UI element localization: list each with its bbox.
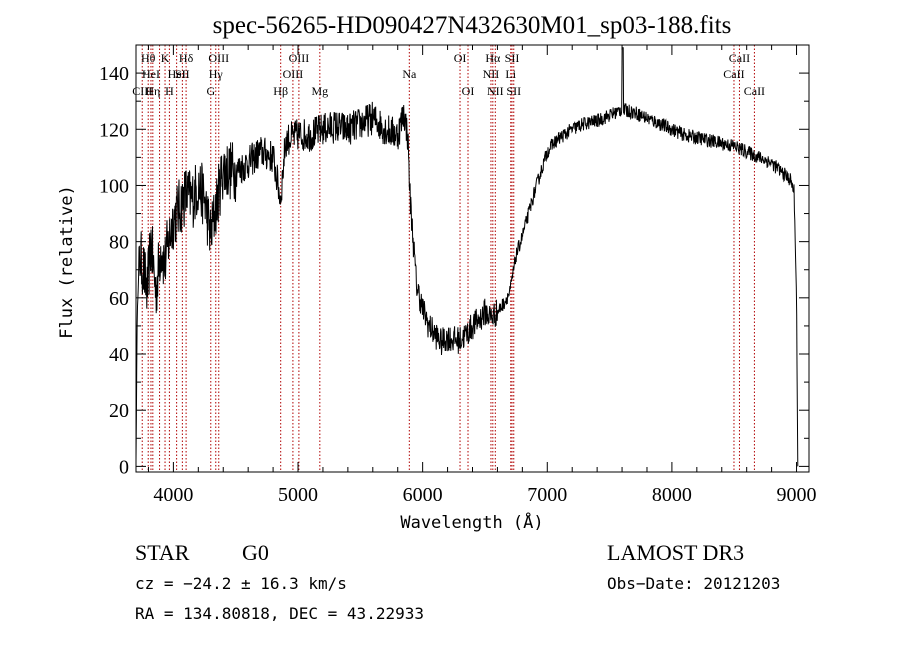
spectral-line-labels: CIIIHθHeIHηKHHeISIIHδGHγOIIIHβOIIIOIIIMg… — [132, 51, 765, 98]
x-tick-label: 8000 — [652, 484, 692, 506]
line-label: OI — [462, 84, 475, 98]
line-label: SII — [175, 67, 190, 81]
spectral-subclass: G0 — [242, 540, 269, 565]
y-tick-label: 100 — [99, 175, 129, 197]
line-label: CaII — [723, 67, 744, 81]
x-tick-label: 7000 — [527, 484, 567, 506]
line-label: H — [165, 84, 174, 98]
line-label: HeI — [142, 67, 160, 81]
line-label: Hθ — [141, 51, 156, 65]
line-label: OIII — [283, 67, 304, 81]
line-label: Na — [402, 67, 417, 81]
line-label: K — [161, 51, 170, 65]
line-label: Hβ — [273, 84, 288, 98]
line-label: NII — [487, 84, 504, 98]
y-tick-label: 0 — [119, 456, 129, 478]
line-label: OIII — [208, 51, 229, 65]
y-tick-label: 40 — [109, 344, 129, 366]
y-tick-label: 120 — [99, 119, 129, 141]
x-tick-label: 5000 — [278, 484, 318, 506]
y-tick-label: 60 — [109, 288, 129, 310]
y-tick-label: 80 — [109, 232, 129, 254]
x-tick-label: 9000 — [777, 484, 817, 506]
x-tick-label: 4000 — [153, 484, 193, 506]
y-axis-label: Flux (relative) — [57, 185, 77, 339]
object-class: STAR — [135, 540, 190, 565]
x-axis-label: Wavelength (Å) — [400, 511, 543, 533]
x-tick-label: 6000 — [403, 484, 443, 506]
chart-title: spec-56265-HD090427N432630M01_sp03-188.f… — [213, 12, 732, 39]
x-axis-ticks: 4000 5000 6000 7000 8000 9000 — [147, 45, 817, 506]
y-axis-ticks: 0 20 40 60 80 100 120 140 — [99, 63, 809, 478]
sky-coordinates: RA = 134.80818, DEC = 43.22933 — [135, 604, 424, 623]
spectral-line-markers — [141, 45, 755, 472]
line-label: Hη — [145, 84, 160, 98]
line-label: CIII — [132, 84, 152, 98]
line-label: OIII — [289, 51, 310, 65]
observation-date: Obs−Date: 20121203 — [607, 574, 780, 593]
survey-name: LAMOST DR3 — [607, 540, 744, 565]
line-label: SII — [505, 51, 520, 65]
flux-series-line — [135, 47, 799, 467]
line-label: SII — [506, 84, 521, 98]
line-label: G — [206, 84, 215, 98]
line-label: Hα — [485, 51, 501, 65]
y-tick-label: 20 — [109, 400, 129, 422]
redshift-velocity: cz = −24.2 ± 16.3 km/s — [135, 574, 347, 593]
plot-frame — [135, 44, 810, 473]
line-label: Mg — [311, 84, 328, 98]
y-tick-label: 140 — [99, 63, 129, 85]
line-label: HeI — [168, 67, 186, 81]
line-label: Hδ — [179, 51, 194, 65]
line-label: NII — [483, 67, 500, 81]
line-label: Li — [505, 67, 516, 81]
line-label: CaII — [729, 51, 750, 65]
line-label: OI — [454, 51, 467, 65]
line-label: Hγ — [209, 67, 224, 81]
line-label: CaII — [744, 84, 765, 98]
